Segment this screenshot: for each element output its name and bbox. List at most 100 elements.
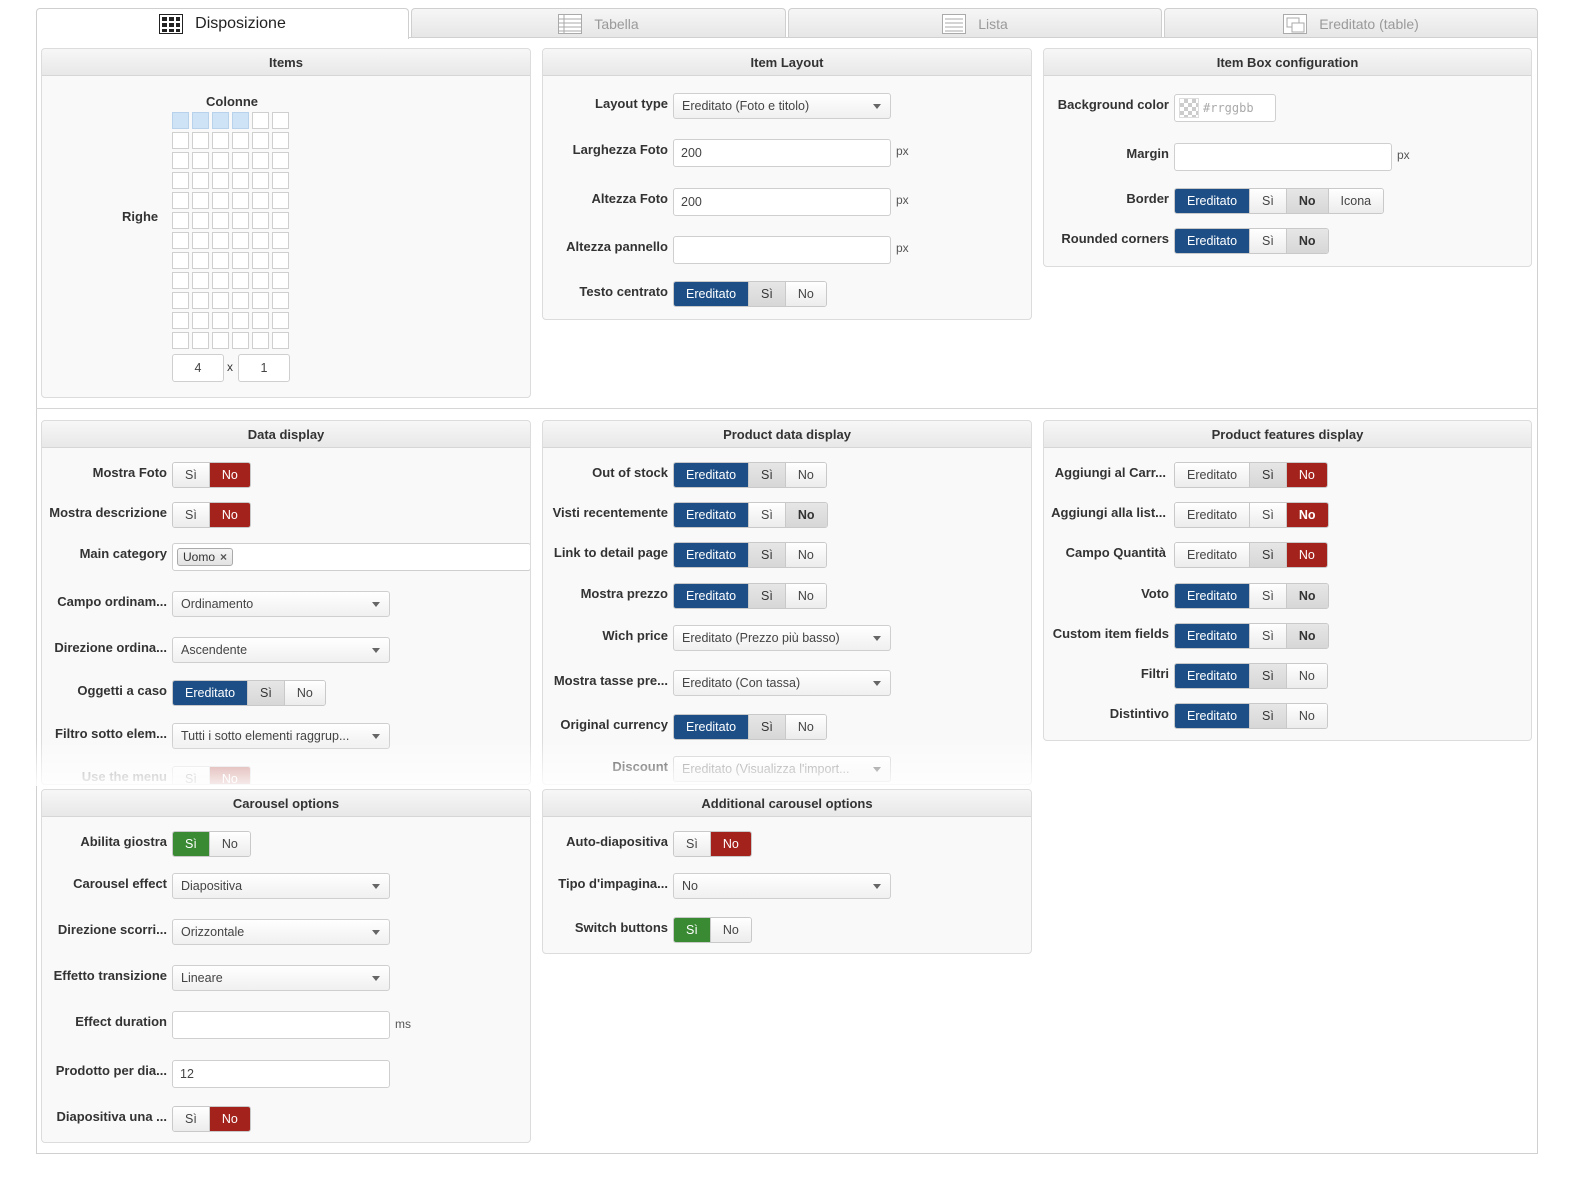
grid-cell[interactable] — [212, 332, 229, 349]
grid-cell[interactable] — [192, 172, 209, 189]
grid-cell[interactable] — [272, 212, 289, 229]
grid-cell[interactable] — [232, 252, 249, 269]
option-ereditato[interactable]: Ereditato — [1175, 463, 1251, 487]
grid-cell[interactable] — [272, 112, 289, 129]
option-si[interactable]: Sì — [749, 282, 786, 306]
option-no[interactable]: No — [785, 584, 826, 608]
grid-cell[interactable] — [212, 252, 229, 269]
filtro-sotto-select[interactable]: Tutti i sotto elementi raggrup... — [172, 723, 390, 749]
option-si[interactable]: Sì — [1250, 229, 1287, 253]
main-category-input[interactable]: Uomo × — [172, 543, 530, 571]
option-si[interactable]: Sì — [1250, 503, 1287, 527]
option-ereditato[interactable]: Ereditato — [1175, 624, 1251, 648]
carousel-effect-select[interactable]: Diapositiva — [172, 873, 390, 899]
option-si[interactable]: Sì — [1250, 189, 1287, 213]
option-si[interactable]: Sì — [674, 918, 711, 942]
grid-cell[interactable] — [212, 192, 229, 209]
grid-cell[interactable] — [252, 172, 269, 189]
grid-cell[interactable] — [272, 232, 289, 249]
grid-cell[interactable] — [212, 212, 229, 229]
grid-cell[interactable] — [192, 292, 209, 309]
option-ereditato[interactable]: Ereditato — [674, 463, 750, 487]
option-si[interactable]: Sì — [173, 767, 210, 784]
grid-cell[interactable] — [272, 292, 289, 309]
tab-tabella[interactable]: Tabella — [411, 8, 786, 38]
option-si[interactable]: Sì — [1250, 704, 1287, 728]
grid-cell[interactable] — [232, 212, 249, 229]
option-si[interactable]: Sì — [674, 832, 711, 856]
grid-cell[interactable] — [212, 312, 229, 329]
option-no[interactable]: No — [1286, 189, 1329, 213]
option-no[interactable]: No — [785, 503, 827, 527]
grid-cell[interactable] — [232, 192, 249, 209]
option-no[interactable]: No — [284, 681, 325, 705]
option-no[interactable]: No — [710, 832, 751, 856]
option-no[interactable]: No — [785, 463, 826, 487]
grid-cell[interactable] — [192, 192, 209, 209]
effetto-transizione-select[interactable]: Lineare — [172, 965, 390, 991]
grid-cell[interactable] — [192, 272, 209, 289]
campo-ordinamento-select[interactable]: Ordinamento — [172, 591, 390, 617]
grid-cell[interactable] — [192, 212, 209, 229]
grid-cell[interactable] — [212, 152, 229, 169]
option-no[interactable]: No — [1286, 664, 1327, 688]
grid-cell[interactable] — [232, 292, 249, 309]
option-no[interactable]: No — [1286, 229, 1328, 253]
grid-cell[interactable] — [172, 152, 189, 169]
option-no[interactable]: No — [710, 918, 751, 942]
grid-cell[interactable] — [172, 232, 189, 249]
tab-ereditato-table[interactable]: Ereditato (table) — [1164, 8, 1538, 38]
option-no[interactable]: No — [1286, 704, 1327, 728]
option-no[interactable]: No — [209, 1107, 250, 1131]
grid-cell[interactable] — [252, 112, 269, 129]
discount-select[interactable]: Ereditato (Visualizza l'import... — [673, 756, 891, 782]
option-ereditato[interactable]: Ereditato — [674, 282, 750, 306]
grid-cell[interactable] — [212, 232, 229, 249]
option-si[interactable]: Sì — [749, 584, 786, 608]
mostra-tasse-select[interactable]: Ereditato (Con tassa) — [673, 670, 891, 696]
option-no[interactable]: No — [209, 767, 250, 784]
option-ereditato[interactable]: Ereditato — [1175, 543, 1251, 567]
effect-duration-input[interactable] — [172, 1011, 390, 1039]
grid-cell[interactable] — [212, 112, 229, 129]
grid-cell[interactable] — [232, 332, 249, 349]
grid-cell[interactable] — [212, 272, 229, 289]
option-ereditato[interactable]: Ereditato — [173, 681, 249, 705]
grid-cell[interactable] — [252, 332, 269, 349]
close-icon[interactable]: × — [220, 550, 228, 564]
tab-lista[interactable]: Lista — [788, 8, 1162, 38]
larghezza-foto-input[interactable]: 200 — [673, 139, 891, 167]
grid-cell[interactable] — [172, 112, 189, 129]
grid-cell[interactable] — [212, 132, 229, 149]
option-si[interactable]: Sì — [173, 463, 210, 487]
direzione-scorrimento-select[interactable]: Orizzontale — [172, 919, 390, 945]
option-no[interactable]: No — [1286, 463, 1327, 487]
grid-cell[interactable] — [252, 212, 269, 229]
option-si[interactable]: Sì — [173, 832, 210, 856]
margin-input[interactable] — [1174, 143, 1392, 171]
grid-cell[interactable] — [252, 152, 269, 169]
option-ereditato[interactable]: Ereditato — [1175, 503, 1251, 527]
rows-count-input[interactable]: 1 — [238, 354, 290, 382]
option-ereditato[interactable]: Ereditato — [1175, 229, 1251, 253]
background-color-input[interactable]: #rrggbb — [1174, 94, 1276, 122]
option-ereditato[interactable]: Ereditato — [674, 715, 750, 739]
grid-cell[interactable] — [192, 252, 209, 269]
option-no[interactable]: No — [1286, 584, 1328, 608]
grid-cell[interactable] — [252, 312, 269, 329]
grid-cell[interactable] — [252, 272, 269, 289]
altezza-foto-input[interactable]: 200 — [673, 188, 891, 216]
option-ereditato[interactable]: Ereditato — [674, 584, 750, 608]
option-si[interactable]: Sì — [1250, 584, 1287, 608]
option-si[interactable]: Sì — [749, 715, 786, 739]
grid-cell[interactable] — [272, 332, 289, 349]
grid-cell[interactable] — [192, 112, 209, 129]
option-ereditato[interactable]: Ereditato — [1175, 189, 1251, 213]
option-si[interactable]: Sì — [1250, 543, 1287, 567]
grid-cell[interactable] — [172, 332, 189, 349]
grid-cell[interactable] — [172, 252, 189, 269]
grid-cell[interactable] — [232, 272, 249, 289]
altezza-pannello-input[interactable] — [673, 236, 891, 264]
option-no[interactable]: No — [1286, 503, 1328, 527]
option-ereditato[interactable]: Ereditato — [674, 503, 750, 527]
